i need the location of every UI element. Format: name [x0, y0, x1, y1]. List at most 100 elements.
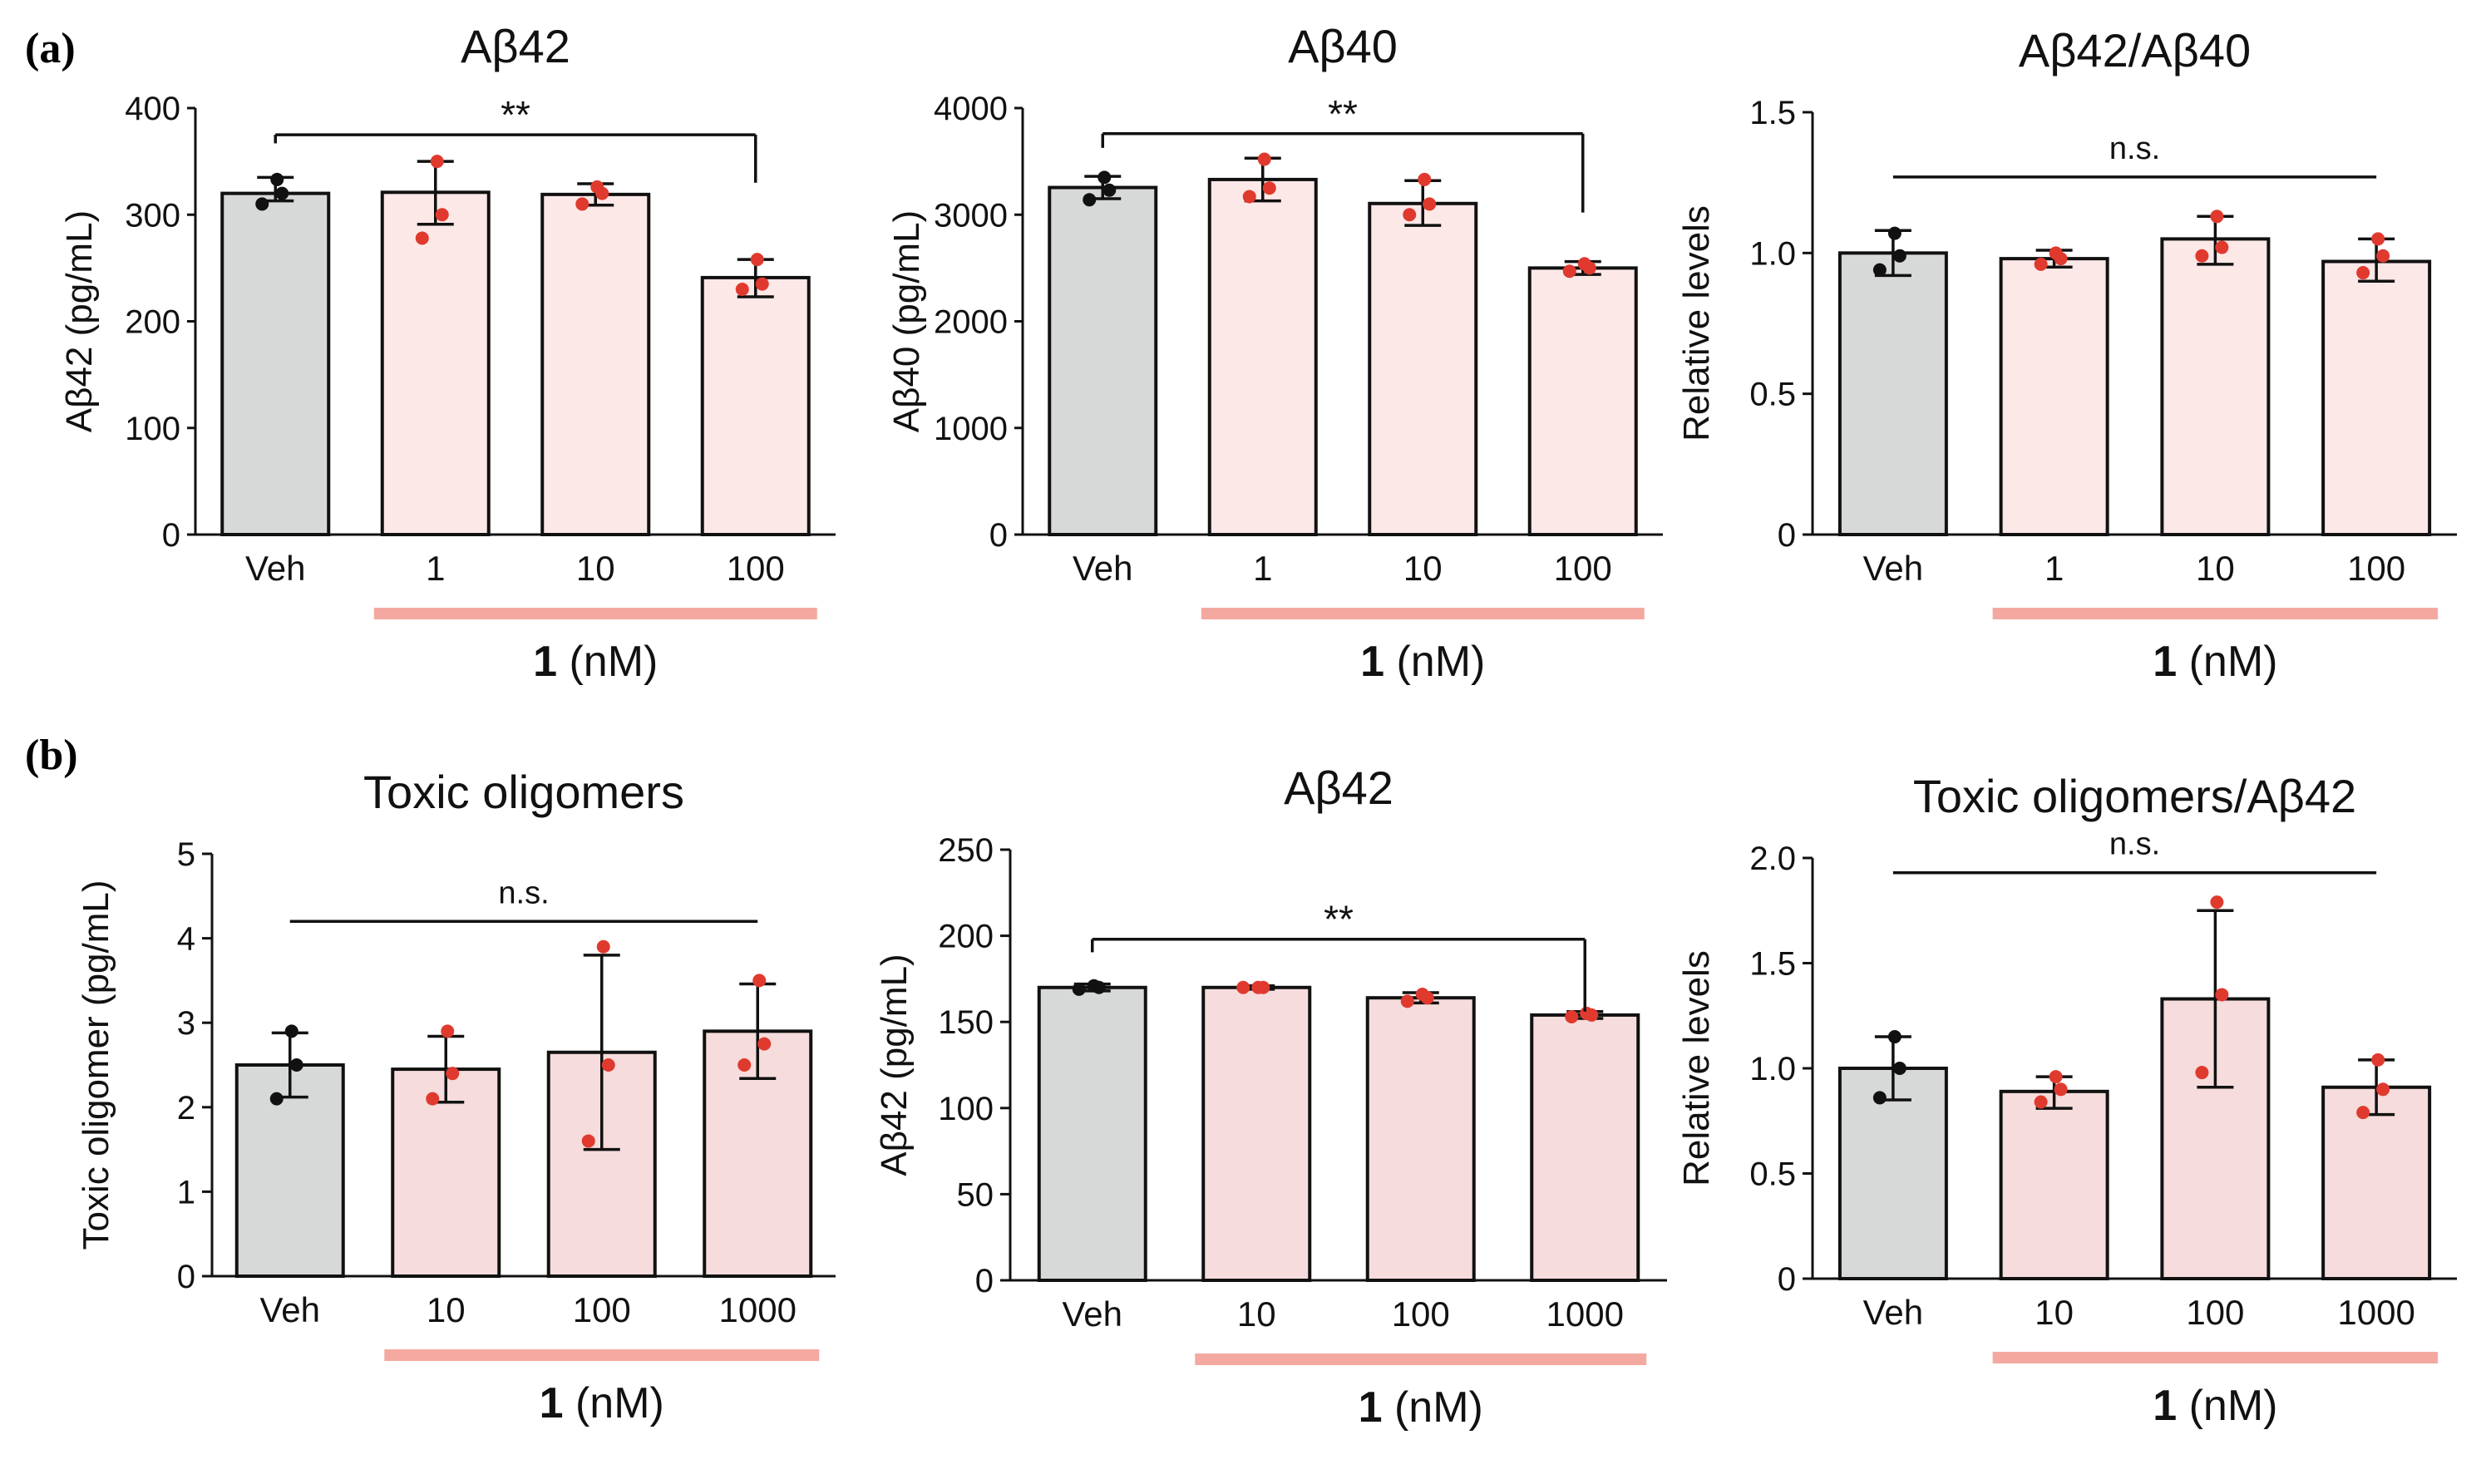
data-point — [284, 1024, 298, 1038]
data-point — [590, 180, 604, 194]
data-point — [1887, 1030, 1901, 1044]
significance-label: n.s. — [498, 875, 549, 910]
data-point — [1242, 190, 1256, 204]
data-point — [1562, 264, 1576, 279]
x-tick-label: 100 — [727, 549, 785, 588]
bar — [1048, 185, 1158, 536]
y-tick-label: 0.5 — [1749, 1156, 1796, 1193]
data-point — [1072, 982, 1086, 996]
chart-title: Aβ42 — [1284, 762, 1393, 814]
bar — [1201, 985, 1312, 1282]
data-point — [1872, 1091, 1887, 1105]
y-tick-label: 200 — [125, 304, 180, 341]
bar — [391, 1067, 501, 1278]
data-point — [435, 208, 449, 222]
y-tick-label: 5 — [177, 836, 195, 873]
y-tick-label: 3000 — [934, 197, 1008, 234]
bar — [1037, 985, 1147, 1282]
significance-label: ** — [1324, 898, 1354, 941]
compound-number: 1 — [533, 638, 557, 686]
treatment-bracket — [1992, 608, 2439, 619]
chart-b-ratio: Toxic oligomers/Aβ42 Relative levels 0 0.5 1… — [1676, 770, 2457, 1430]
bar — [234, 1063, 345, 1278]
x-tick-label: Veh — [1073, 549, 1132, 588]
data-point — [1257, 152, 1271, 166]
chart-a-abeta40: Aβ40 Aβ40 (pg/mL) 0 1000 2000 3000 4000 Veh 1 10 1… — [886, 20, 1663, 686]
data-point — [1251, 980, 1265, 994]
significance-label: n.s. — [2109, 131, 2160, 166]
data-point — [2195, 249, 2209, 263]
x-tick-label: 1000 — [2337, 1293, 2414, 1332]
data-point — [1580, 1006, 1594, 1020]
data-point — [2376, 249, 2390, 263]
bar — [1530, 1013, 1640, 1282]
y-tick-label: 0 — [989, 517, 1008, 554]
unit-text: (nM) — [564, 1379, 664, 1427]
compound-number: 1 — [1359, 1383, 1383, 1432]
y-tick-label: 200 — [938, 919, 994, 955]
bar — [380, 190, 491, 536]
unit-text: (nM) — [2177, 1382, 2277, 1430]
bar — [700, 275, 811, 536]
chart-title: Toxic oligomers — [363, 766, 684, 818]
data-point — [430, 155, 444, 169]
y-tick-label: 0 — [1778, 1261, 1796, 1298]
data-point — [1577, 257, 1591, 271]
bar — [1837, 251, 1948, 536]
y-tick-label: 1000 — [934, 411, 1008, 447]
data-point — [2376, 1082, 2390, 1097]
data-point — [1872, 263, 1887, 277]
data-point — [1415, 988, 1429, 1002]
data-point — [289, 1058, 303, 1072]
unit-text: (nM) — [557, 638, 658, 686]
bar — [1999, 257, 2109, 536]
y-tick-label: 50 — [957, 1176, 994, 1213]
chart-b-toxic-oligomers: Toxic oligomers Toxic oligomer (pg/mL) 0 1 2… — [76, 766, 836, 1427]
data-point — [2049, 1070, 2063, 1084]
chart-title: Aβ42/Aβ40 — [2019, 24, 2251, 76]
bar — [1999, 1089, 2109, 1280]
x-tick-label: 1 — [1253, 549, 1272, 588]
data-point — [601, 1058, 615, 1072]
x-axis-label: 1 (nM) — [2153, 1382, 2277, 1430]
y-tick-label: 1.0 — [1749, 235, 1796, 272]
x-tick-label: 100 — [573, 1290, 631, 1329]
data-point — [2356, 266, 2370, 280]
data-point — [1087, 979, 1101, 993]
data-point — [1097, 170, 1112, 185]
x-tick-label: 10 — [2196, 549, 2235, 588]
y-tick-label: 250 — [938, 832, 994, 869]
data-point — [2371, 1053, 2385, 1067]
x-tick-label: 10 — [2035, 1293, 2074, 1332]
bar — [1207, 177, 1318, 537]
data-point — [426, 1092, 440, 1106]
data-point — [2195, 1066, 2209, 1080]
x-tick-label: 1 — [2045, 549, 2064, 588]
data-point — [735, 283, 749, 297]
data-point — [415, 231, 429, 245]
y-tick-label: 1.5 — [1749, 95, 1796, 131]
bar — [1368, 201, 1478, 536]
x-tick-label: 10 — [576, 549, 615, 588]
data-point — [441, 1024, 455, 1038]
y-tick-label: 300 — [125, 197, 180, 234]
x-tick-label: Veh — [245, 549, 305, 588]
compound-number: 1 — [540, 1379, 564, 1427]
y-tick-label: 4 — [177, 921, 195, 958]
data-point — [2210, 210, 2224, 224]
data-point — [1083, 193, 1097, 207]
chart-title: Aβ40 — [1288, 20, 1398, 72]
y-tick-label: 100 — [125, 411, 180, 447]
x-tick-label: Veh — [1063, 1294, 1122, 1334]
data-point — [270, 172, 284, 186]
data-point — [2215, 988, 2229, 1002]
x-axis-label: 1 (nM) — [540, 1379, 664, 1427]
y-tick-label: 400 — [125, 91, 180, 127]
x-tick-label: 1000 — [719, 1290, 797, 1329]
y-tick-label: 3 — [177, 1005, 195, 1042]
x-tick-label: 10 — [1403, 549, 1443, 588]
bar — [2160, 237, 2271, 536]
y-tick-label: 0 — [162, 517, 180, 554]
significance-label: ** — [501, 93, 530, 136]
